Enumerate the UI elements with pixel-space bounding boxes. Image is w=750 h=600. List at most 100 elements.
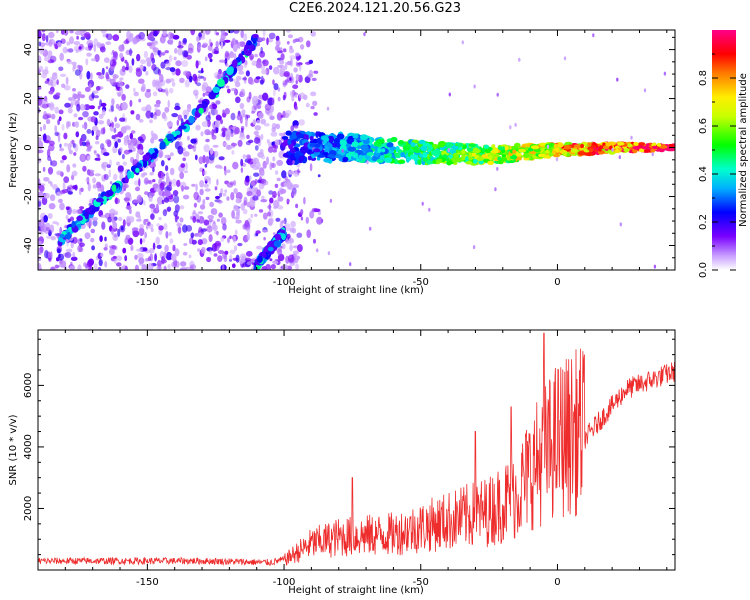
heatmap-band-cell [324,145,330,153]
heatmap-cell [289,77,292,81]
heatmap-cell [144,218,149,223]
heatmap-cell [132,230,140,238]
heatmap-trace-cell [252,34,259,39]
heatmap-cell [61,123,65,131]
heatmap-cell [86,52,92,57]
heatmap-cell [110,105,114,112]
heatmap-cell [292,184,299,189]
heatmap-cell [286,41,290,45]
heatmap-cell [166,172,169,178]
heatmap-cell [38,184,45,192]
heatmap-cell [190,232,195,238]
heatmap-cell [276,159,284,166]
spectrogram-panel: -150 -100 -50 0 -40 -20 0 20 40 Height of strai… [8,29,676,296]
heatmap-trace-cell [111,184,117,192]
heatmap-cell [176,119,179,126]
heatmap-cell [86,129,92,134]
heatmap-band-cell [476,156,484,161]
heatmap-band-cell [580,143,584,149]
heatmap-cell [98,259,103,267]
heatmap-cell [225,63,229,67]
spectrogram-heatmap [38,30,675,270]
heatmap-cell [209,249,212,255]
heatmap-cell [102,33,107,38]
heatmap-cell [363,32,366,37]
heatmap-band-cell [605,142,612,147]
heatmap-cell [196,82,202,87]
heatmap-cell [145,57,152,63]
heatmap-cell [115,103,120,110]
heatmap-cell [130,130,136,134]
heatmap-cell [448,92,451,97]
heatmap-cell [72,88,76,92]
heatmap-cell [295,73,300,81]
heatmap-cell [234,127,240,135]
heatmap-cell [241,109,246,115]
heatmap-cell [72,209,77,214]
heatmap-cell [277,248,283,256]
heatmap-cell [80,36,86,41]
heatmap-cell [230,132,234,138]
heatmap-cell [643,88,647,93]
heatmap-cell [226,169,231,173]
heatmap-band-cell [432,159,437,164]
heatmap-cell [97,267,102,270]
heatmap-cell [311,77,317,82]
heatmap-cell [261,229,269,233]
heatmap-cell [104,236,107,242]
heatmap-cell [289,244,293,252]
heatmap-band-cell [515,153,522,157]
heatmap-band-cell [451,156,459,163]
heatmap-cell [108,169,111,178]
heatmap-cell [112,34,120,42]
heatmap-cell [269,258,273,262]
heatmap-cell [269,105,274,113]
heatmap-cell [242,208,248,215]
heatmap-cell [55,92,61,96]
heatmap-cell [56,170,63,176]
heatmap-band-cell [362,139,370,145]
heatmap-cell [77,64,81,69]
heatmap-cell [295,263,300,270]
heatmap-cell [48,90,54,95]
heatmap-cell [167,264,171,270]
heatmap-cell [134,254,138,260]
heatmap-cell [227,237,230,244]
chart-title: C2E6.2024.121.20.56.G23 [288,1,462,16]
heatmap-cell [71,139,75,145]
heatmap-band-cell [351,141,359,148]
heatmap-cell [169,167,175,176]
heatmap-cell [187,104,191,109]
heatmap-cell [79,137,83,147]
heatmap-cell [215,195,220,200]
heatmap-cell [173,195,180,204]
heatmap-cell [85,177,90,183]
heatmap-band-cell [608,150,616,155]
heatmap-cell [195,183,198,192]
heatmap-cell [233,180,237,186]
heatmap-cell [246,232,251,241]
heatmap-band-cell [656,143,662,147]
heatmap-cell [66,164,71,173]
heatmap-band-cell [556,142,564,148]
heatmap-cell [651,152,654,157]
heatmap-cell [125,84,130,89]
heatmap-cell [247,76,253,85]
heatmap-band-cell [523,153,530,159]
heatmap-cell [165,251,173,261]
heatmap-cell [260,134,264,140]
heatmap-cell [221,264,225,270]
heatmap-cell [70,261,73,265]
heatmap-band-cell [432,144,439,148]
heatmap-cell [59,190,66,195]
heatmap-cell [179,205,185,210]
colorbar-tick-label: 0.2 [698,214,709,230]
heatmap-cell [509,125,512,130]
heatmap-cell [235,219,242,224]
heatmap-cell [222,223,227,231]
heatmap-cell [88,83,92,89]
heatmap-cell [281,243,286,250]
heatmap-cell [110,58,113,65]
heatmap-band-cell [397,159,405,164]
heatmap-cell [93,38,98,47]
